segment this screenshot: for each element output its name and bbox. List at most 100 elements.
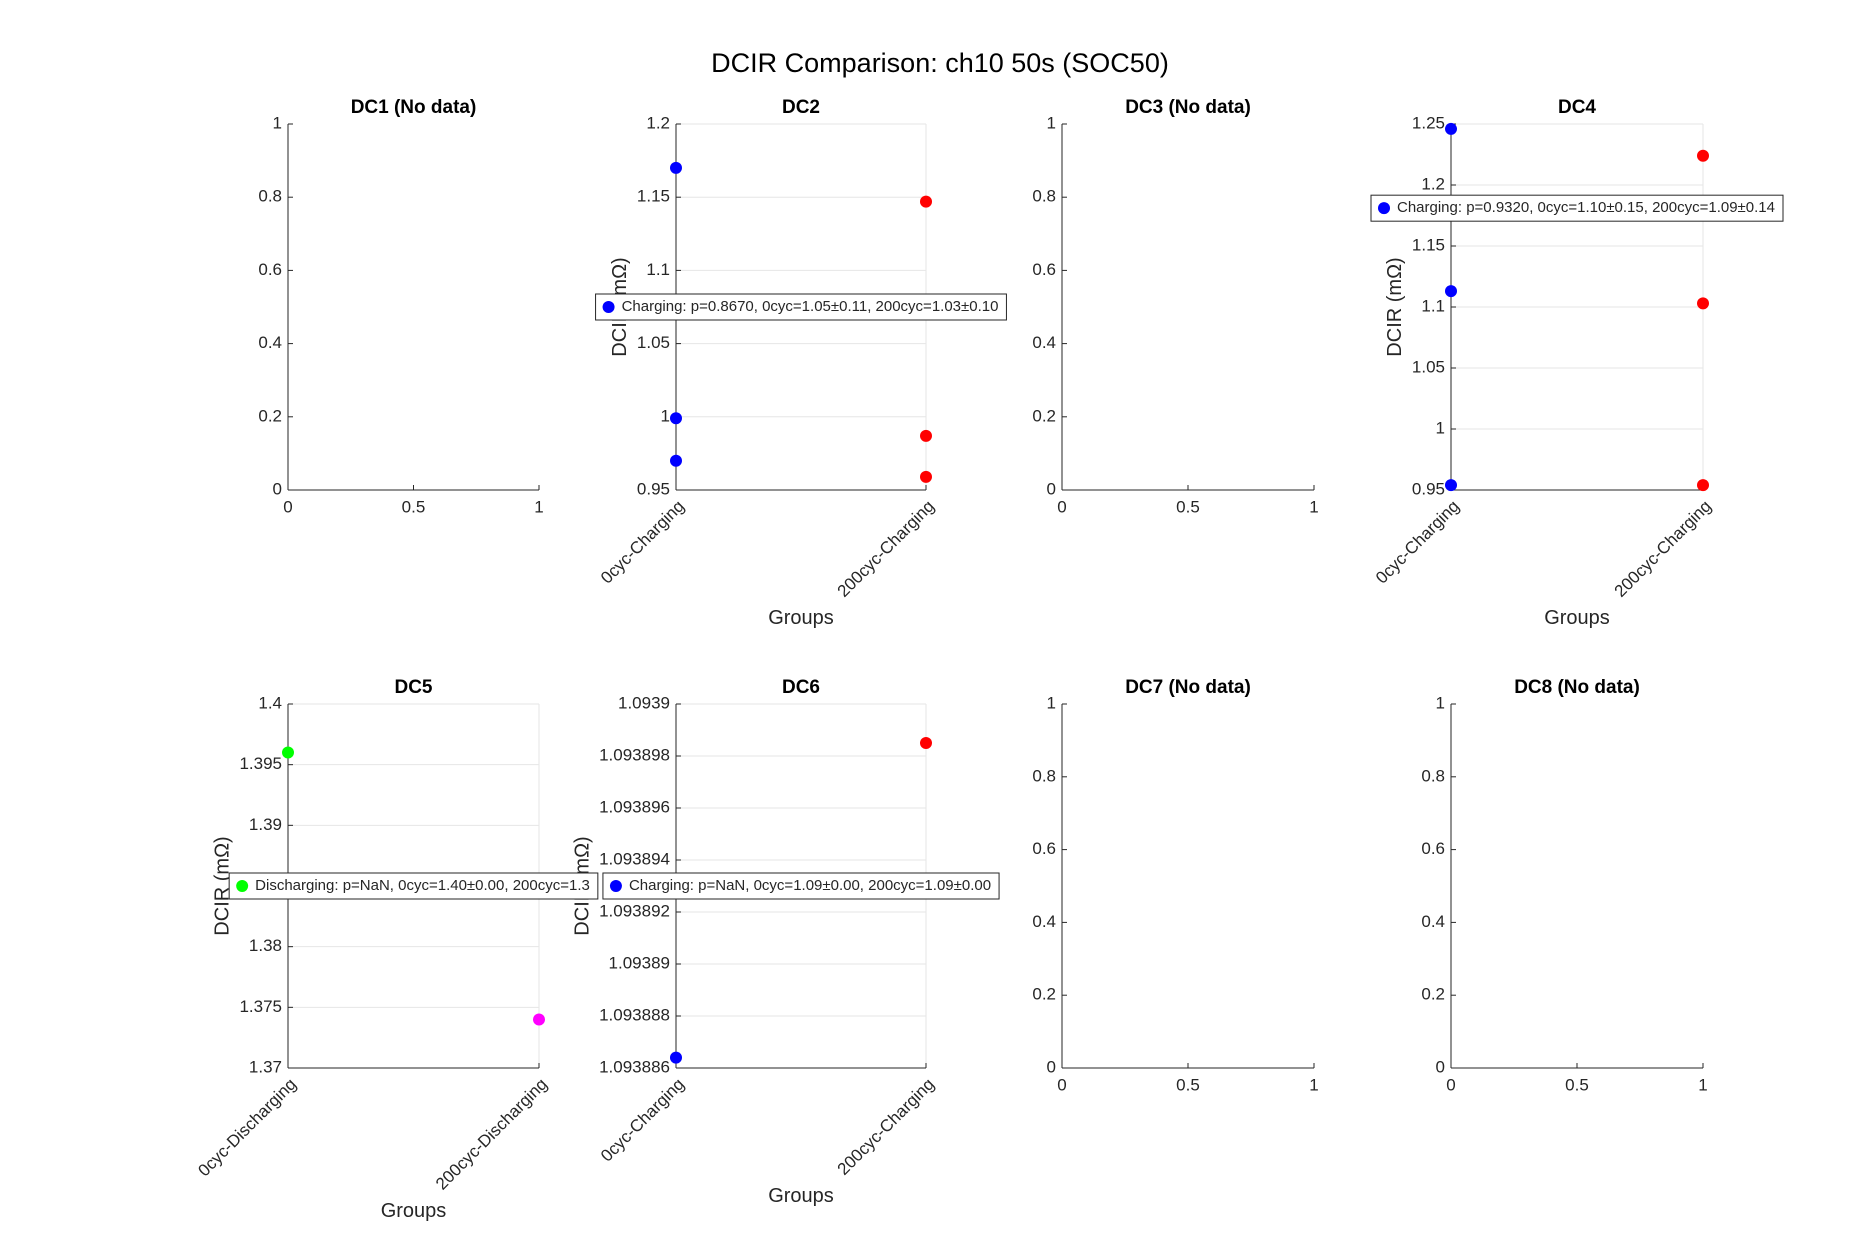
point <box>670 454 682 467</box>
point <box>1445 479 1457 492</box>
y-tick-label: 1.15 <box>637 187 670 206</box>
y-tick-label: 1.37 <box>249 1057 282 1076</box>
y-tick-label: 0.8 <box>258 187 282 206</box>
subplot: DC3 (No data) 0 0.2 0.4 0.6 0.8 1 0 0.5 1 <box>1032 97 1318 516</box>
point <box>920 737 932 749</box>
y-tick-label: 1.375 <box>239 997 282 1016</box>
y-tick-label: 1.093894 <box>599 849 670 868</box>
legend-label: Charging: p=NaN, 0cyc=1.09±0.00, 200cyc=… <box>629 877 991 894</box>
y-tick-label: 1.2 <box>646 113 670 132</box>
y-tick-label: 1 <box>1436 418 1445 437</box>
legend: Charging: p=0.9320, 0cyc=1.10±0.15, 200c… <box>1370 194 1784 222</box>
y-tick-label: 1.2 <box>1421 174 1445 193</box>
y-tick-label: 1.093896 <box>599 797 670 816</box>
y-tick-label: 0.6 <box>1032 260 1056 279</box>
x-axis-label: Groups <box>768 607 834 629</box>
y-tick-label: 1 <box>1436 693 1445 712</box>
y-axis-label: DCIR (mΩ) <box>1384 257 1406 356</box>
point <box>670 1051 682 1064</box>
y-tick-label: 0.8 <box>1032 187 1056 206</box>
y-tick-label: 1 <box>1047 113 1056 132</box>
legend-label: Discharging: p=NaN, 0cyc=1.40±0.00, 200c… <box>255 877 590 894</box>
y-tick-label: 1.25 <box>1412 113 1445 132</box>
y-tick-label: 1.395 <box>239 754 282 773</box>
point <box>1697 297 1709 310</box>
subplot-title: DC8 (No data) <box>1514 677 1640 698</box>
y-tick-label: 1.39 <box>249 815 282 834</box>
y-tick-label: 1.093892 <box>599 901 670 920</box>
y-tick-label: 0 <box>273 479 282 498</box>
y-tick-label: 1.1 <box>646 260 670 279</box>
y-tick-label: 0.6 <box>258 260 282 279</box>
y-tick-label: 0.2 <box>1421 985 1445 1004</box>
y-tick-label: 0.6 <box>1421 839 1445 858</box>
point <box>1697 149 1709 162</box>
subplot-title: DC2 <box>782 97 820 118</box>
legend: Charging: p=NaN, 0cyc=1.09±0.00, 200cyc=… <box>602 872 1000 900</box>
subplot-title: DC5 <box>394 677 432 698</box>
x-tick-label: 1 <box>1698 1075 1707 1094</box>
point <box>1697 479 1709 492</box>
subplot-title: DC3 (No data) <box>1125 97 1251 118</box>
legend-marker <box>236 880 249 892</box>
legend-marker <box>609 880 622 892</box>
subplot-title: DC7 (No data) <box>1125 677 1251 698</box>
figure-title: DCIR Comparison: ch10 50s (SOC50) <box>711 48 1169 78</box>
y-tick-label: 1.0939 <box>618 693 670 712</box>
x-tick-label: 0.5 <box>1176 497 1200 516</box>
x-tick-label: 0 <box>1446 1075 1455 1094</box>
y-tick-label: 0.4 <box>1421 912 1445 931</box>
y-tick-label: 0 <box>1047 1057 1056 1076</box>
x-tick-label: 0 <box>283 497 292 516</box>
legend-box <box>602 872 1000 900</box>
y-tick-label: 1.05 <box>637 333 670 352</box>
legend-box <box>1370 194 1784 222</box>
legend-marker <box>602 301 615 313</box>
x-axis-label: Groups <box>381 1200 447 1222</box>
y-tick-label: 0.2 <box>1032 406 1056 425</box>
y-tick-label: 0.8 <box>1032 766 1056 785</box>
y-tick-label: 0 <box>1047 479 1056 498</box>
y-tick-label: 1.38 <box>249 936 282 955</box>
x-tick-label: 0.5 <box>402 497 426 516</box>
x-tick-label: 0 <box>1057 497 1066 516</box>
y-tick-label: 1.09389 <box>609 953 670 972</box>
x-tick-label: 0.5 <box>1565 1075 1589 1094</box>
y-tick-label: 0.4 <box>1032 333 1056 352</box>
y-tick-label: 0.4 <box>258 333 282 352</box>
legend-label: Charging: p=0.9320, 0cyc=1.10±0.15, 200c… <box>1397 199 1775 216</box>
y-tick-label: 1.093886 <box>599 1057 670 1076</box>
legend-label: Charging: p=0.8670, 0cyc=1.05±0.11, 200c… <box>622 298 999 315</box>
y-tick-label: 0.8 <box>1421 766 1445 785</box>
y-axis-label: DCIR (mΩ) <box>212 836 234 935</box>
y-tick-label: 0.6 <box>1032 839 1056 858</box>
x-tick-label: 1 <box>534 497 543 516</box>
subplot: DC7 (No data) 0 0.2 0.4 0.6 0.8 1 0 0.5 1 <box>1032 677 1318 1094</box>
legend-box <box>228 872 599 900</box>
y-tick-label: 0.2 <box>258 406 282 425</box>
point <box>282 746 294 759</box>
point <box>1445 285 1457 298</box>
point <box>533 1013 545 1026</box>
point <box>920 470 932 483</box>
y-tick-label: 1.15 <box>1412 235 1445 254</box>
y-tick-label: 1.1 <box>1421 296 1445 315</box>
y-tick-label: 1.05 <box>1412 357 1445 376</box>
y-tick-label: 1.093888 <box>599 1005 670 1024</box>
y-tick-label: 0.95 <box>637 479 670 498</box>
y-tick-label: 0 <box>1436 1057 1445 1076</box>
x-tick-label: 1 <box>1309 1075 1318 1094</box>
x-tick-label: 0.5 <box>1176 1075 1200 1094</box>
y-tick-label: 0.4 <box>1032 912 1056 931</box>
y-tick-label: 1 <box>661 406 670 425</box>
y-tick-label: 1 <box>273 113 282 132</box>
point <box>1445 122 1457 135</box>
y-tick-label: 0.95 <box>1412 479 1445 498</box>
subplot-title: DC1 (No data) <box>351 97 477 118</box>
y-tick-label: 1 <box>1047 693 1056 712</box>
x-axis-label: Groups <box>768 1185 834 1207</box>
legend: Charging: p=0.8670, 0cyc=1.05±0.11, 200c… <box>595 293 1007 321</box>
y-tick-label: 1.093898 <box>599 745 670 764</box>
subplot-title: DC4 <box>1558 97 1596 118</box>
